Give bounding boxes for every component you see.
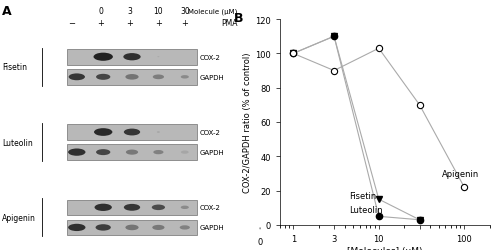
- Bar: [67, 50, 197, 65]
- Ellipse shape: [94, 204, 112, 211]
- Text: GAPDH: GAPDH: [199, 224, 224, 230]
- Ellipse shape: [181, 151, 188, 154]
- Bar: [67, 200, 197, 215]
- Ellipse shape: [68, 149, 86, 156]
- Bar: [67, 220, 197, 235]
- Text: +: +: [182, 19, 188, 28]
- Text: Apigenin: Apigenin: [2, 213, 36, 222]
- Ellipse shape: [152, 225, 164, 230]
- Text: Apigenin: Apigenin: [442, 169, 480, 178]
- Text: Fisetin: Fisetin: [2, 63, 28, 72]
- Ellipse shape: [96, 74, 110, 80]
- Text: Luteolin: Luteolin: [349, 205, 382, 214]
- Ellipse shape: [158, 57, 160, 58]
- Ellipse shape: [154, 150, 164, 155]
- Text: 0: 0: [258, 237, 262, 246]
- Ellipse shape: [180, 206, 189, 209]
- Text: 0: 0: [98, 7, 103, 16]
- Ellipse shape: [124, 129, 140, 136]
- Ellipse shape: [153, 75, 164, 80]
- Text: −: −: [68, 19, 75, 28]
- Text: +: +: [126, 19, 133, 28]
- Ellipse shape: [96, 150, 110, 156]
- Ellipse shape: [96, 224, 111, 231]
- Ellipse shape: [157, 132, 160, 133]
- X-axis label: [Molecules] (μM): [Molecules] (μM): [347, 246, 423, 250]
- Text: 3: 3: [127, 7, 132, 16]
- Ellipse shape: [68, 224, 86, 231]
- Ellipse shape: [124, 54, 140, 61]
- Bar: [67, 125, 197, 140]
- Text: +: +: [155, 19, 162, 28]
- Text: +: +: [98, 19, 104, 28]
- Text: Luteolin: Luteolin: [2, 138, 33, 147]
- Text: 10: 10: [154, 7, 163, 16]
- Ellipse shape: [126, 150, 138, 155]
- Ellipse shape: [126, 225, 138, 230]
- Text: Fisetin: Fisetin: [349, 192, 376, 200]
- Ellipse shape: [124, 204, 140, 211]
- Text: COX-2: COX-2: [199, 130, 220, 136]
- Bar: [67, 70, 197, 85]
- Text: GAPDH: GAPDH: [199, 150, 224, 156]
- Ellipse shape: [94, 54, 113, 62]
- Ellipse shape: [126, 75, 138, 80]
- Text: GAPDH: GAPDH: [199, 74, 224, 80]
- Text: PMA: PMA: [221, 19, 238, 28]
- Text: Molecule (μM): Molecule (μM): [188, 8, 238, 14]
- Ellipse shape: [68, 74, 85, 81]
- Text: B: B: [234, 12, 243, 25]
- Y-axis label: COX-2/GAPDH ratio (% of control): COX-2/GAPDH ratio (% of control): [244, 52, 252, 192]
- Bar: [67, 145, 197, 160]
- Text: 30: 30: [180, 7, 190, 16]
- Text: A: A: [2, 5, 12, 18]
- Text: COX-2: COX-2: [199, 54, 220, 60]
- Ellipse shape: [180, 226, 190, 230]
- Ellipse shape: [152, 205, 165, 210]
- Text: COX-2: COX-2: [199, 204, 220, 210]
- Ellipse shape: [180, 76, 189, 79]
- Ellipse shape: [94, 129, 112, 136]
